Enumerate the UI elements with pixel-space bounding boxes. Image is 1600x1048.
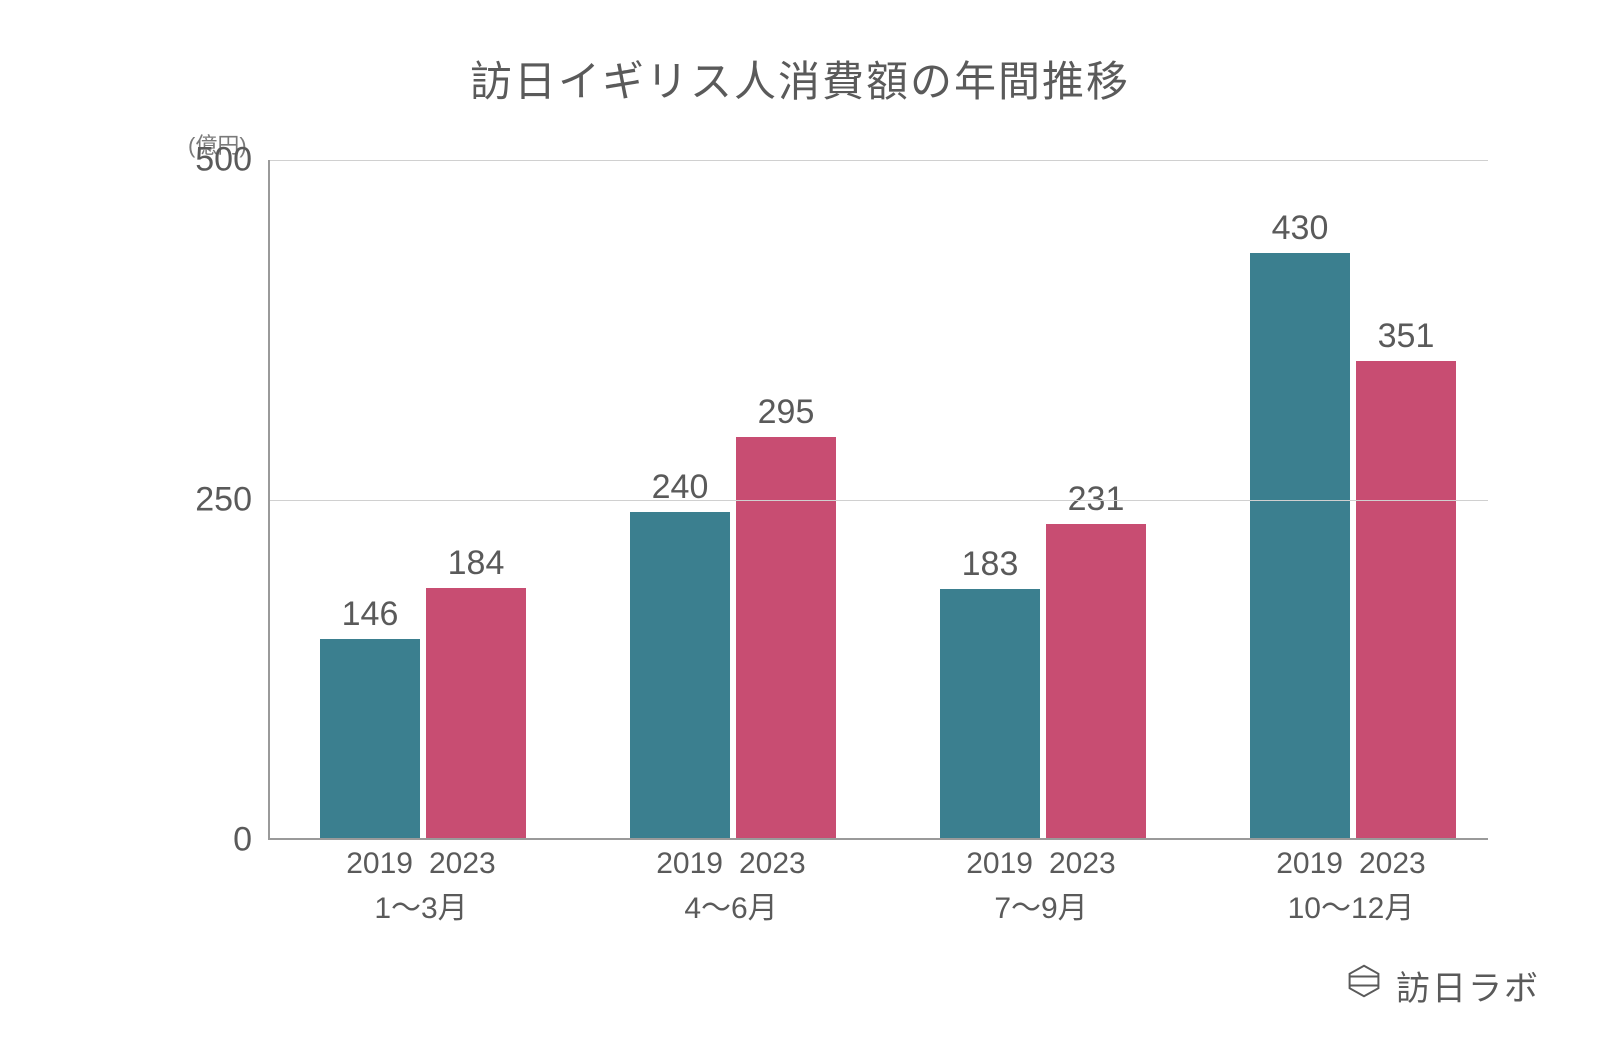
x-axis-labels: 201920231〜3月201920234〜6月201920237〜9月2019… <box>268 844 1488 964</box>
bar: 183 <box>940 589 1040 838</box>
bar-group: 240295 <box>630 437 836 838</box>
bar: 240 <box>630 512 730 838</box>
bar-value-label: 146 <box>342 595 399 634</box>
x-year-label: 2023 <box>1049 844 1116 885</box>
bar-value-label: 430 <box>1272 209 1329 248</box>
bar-group: 146184 <box>320 588 526 838</box>
attribution-text: 訪日ラボ <box>1396 961 1540 1010</box>
x-year-label: 2023 <box>429 844 496 885</box>
bar-group: 430351 <box>1250 253 1456 838</box>
bar: 231 <box>1046 524 1146 838</box>
gridline <box>270 500 1488 501</box>
bar-value-label: 351 <box>1378 317 1435 356</box>
x-year-label: 2019 <box>966 844 1033 885</box>
attribution: 訪日ラボ <box>1346 961 1540 1010</box>
plot-area: 146184240295183231430351 <box>268 160 1488 840</box>
x-year-label: 2019 <box>1276 844 1343 885</box>
bar-value-label: 183 <box>962 545 1019 584</box>
bar: 351 <box>1356 361 1456 838</box>
x-year-label: 2019 <box>346 844 413 885</box>
bar-group: 183231 <box>940 524 1146 838</box>
x-years: 2019 2023 <box>628 844 834 885</box>
hexagon-lab-icon <box>1346 963 1382 1008</box>
bar-value-label: 295 <box>758 393 815 432</box>
x-year-label: 2023 <box>739 844 806 885</box>
chart-title: 訪日イギリス人消費額の年間推移 <box>0 0 1600 109</box>
x-years: 2019 2023 <box>1248 844 1454 885</box>
y-tick-label: 500 <box>195 141 252 180</box>
bar: 295 <box>736 437 836 838</box>
x-quarter-label: 7〜9月 <box>938 889 1144 930</box>
x-group-label: 2019 20234〜6月 <box>628 844 834 929</box>
bar: 146 <box>320 639 420 838</box>
bars-container: 146184240295183231430351 <box>270 160 1488 838</box>
y-tick-label: 250 <box>195 481 252 520</box>
x-group-label: 2019 20231〜3月 <box>318 844 524 929</box>
x-group-label: 2019 20237〜9月 <box>938 844 1144 929</box>
x-years: 2019 2023 <box>318 844 524 885</box>
x-quarter-label: 4〜6月 <box>628 889 834 930</box>
chart-area: 0250500 146184240295183231430351 <box>188 160 1488 840</box>
x-group-label: 2019 202310〜12月 <box>1248 844 1454 929</box>
bar: 430 <box>1250 253 1350 838</box>
y-tick-label: 0 <box>233 821 252 860</box>
x-year-label: 2023 <box>1359 844 1426 885</box>
x-quarter-label: 10〜12月 <box>1248 889 1454 930</box>
y-axis: 0250500 <box>188 160 260 840</box>
x-quarter-label: 1〜3月 <box>318 889 524 930</box>
gridline <box>270 160 1488 161</box>
bar: 184 <box>426 588 526 838</box>
x-year-label: 2019 <box>656 844 723 885</box>
x-years: 2019 2023 <box>938 844 1144 885</box>
bar-value-label: 184 <box>448 544 505 583</box>
